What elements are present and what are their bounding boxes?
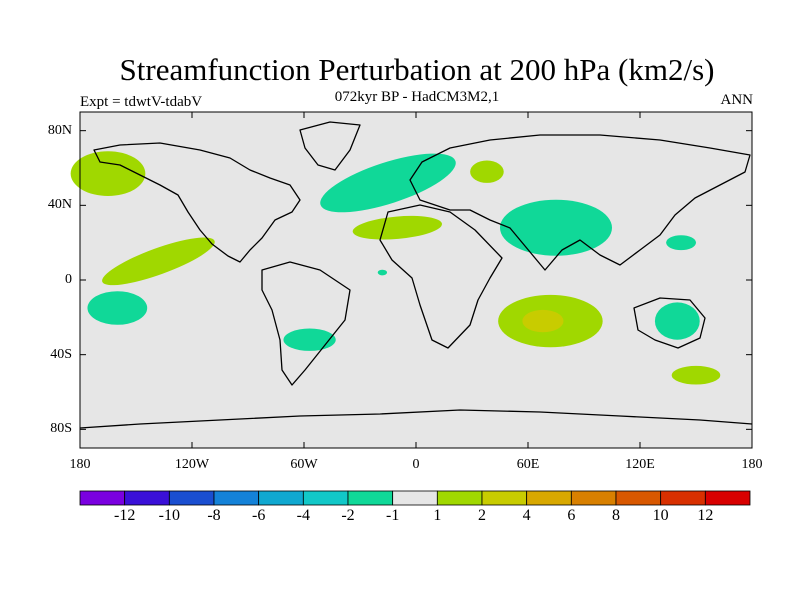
colorbar-label: -2 bbox=[341, 507, 355, 524]
colorbar-label: 6 bbox=[567, 507, 576, 524]
colorbar-box bbox=[168, 490, 215, 506]
model-label: 072kyr BP - HadCM3M2,1 bbox=[334, 89, 500, 105]
colorbar-box bbox=[660, 490, 706, 506]
x-tick-label: 120E bbox=[625, 457, 655, 472]
y-tick-label: 0 bbox=[65, 272, 72, 287]
x-tick-label: 120W bbox=[174, 457, 210, 472]
colorbar-box bbox=[481, 490, 528, 506]
x-axis-ticks bbox=[79, 112, 753, 448]
colorbar-box bbox=[392, 490, 438, 506]
y-tick-label: 40N bbox=[47, 197, 72, 213]
colorbar-label: 1 bbox=[433, 507, 442, 524]
x-tick-label: 180 bbox=[741, 457, 763, 472]
region-n-pacific-east bbox=[70, 151, 146, 197]
colorbar-box bbox=[79, 490, 126, 506]
region-australia bbox=[654, 302, 700, 340]
region-w-pacific bbox=[666, 235, 696, 251]
colorbar bbox=[79, 490, 751, 506]
region-scandinavia bbox=[470, 160, 504, 183]
region-s-indian-ocean-core bbox=[522, 309, 564, 333]
region-s-pacific-west bbox=[671, 365, 721, 385]
coastline-north-america bbox=[93, 142, 301, 263]
colorbar-box bbox=[436, 490, 483, 506]
x-tick-label: 60W bbox=[290, 457, 318, 472]
colorbar-box bbox=[258, 490, 304, 506]
y-tick-label: 40S bbox=[50, 346, 72, 362]
region-trop-pacific-north bbox=[102, 237, 215, 286]
region-south-asia bbox=[500, 199, 612, 256]
colorbar-label: -1 bbox=[385, 507, 400, 524]
chart-title: Streamfunction Perturbation at 200 hPa (… bbox=[119, 52, 715, 87]
colorbar-box bbox=[704, 490, 751, 506]
colorbar-box bbox=[570, 490, 617, 506]
colorbar-label: -4 bbox=[296, 507, 310, 524]
colorbar-label: 12 bbox=[697, 507, 714, 524]
colorbar-label: -6 bbox=[251, 507, 266, 524]
colorbar-box bbox=[213, 490, 260, 506]
x-tick-label: 0 bbox=[412, 457, 420, 472]
region-south-america bbox=[283, 328, 336, 351]
experiment-label: Expt = tdwtV-tdabV bbox=[80, 94, 203, 110]
x-tick-label: 60E bbox=[516, 457, 540, 472]
coastline-africa bbox=[379, 204, 503, 349]
region-trop-pacific-south bbox=[87, 291, 148, 325]
coastlines bbox=[79, 121, 753, 429]
colorbar-box bbox=[124, 490, 170, 506]
region-trop-atlantic bbox=[352, 215, 442, 240]
anomaly-regions bbox=[70, 151, 721, 385]
coastline-antarctica bbox=[79, 409, 753, 429]
colorbar-box bbox=[615, 490, 662, 506]
colorbar-label: 8 bbox=[612, 507, 620, 524]
colorbar-label: 4 bbox=[522, 507, 531, 524]
y-tick-label: 80S bbox=[50, 421, 72, 437]
region-n-atlantic bbox=[320, 153, 456, 213]
coastline-eurasia bbox=[409, 134, 751, 271]
x-tick-label: 180 bbox=[69, 457, 91, 472]
region-w-africa-small bbox=[377, 269, 388, 276]
colorbar-label: 10 bbox=[652, 507, 669, 524]
coastline-greenland bbox=[299, 121, 361, 171]
colorbar-label: 2 bbox=[478, 507, 486, 524]
colorbar-box bbox=[302, 490, 349, 506]
y-axis-ticks bbox=[80, 130, 752, 430]
colorbar-box bbox=[526, 490, 572, 506]
coastline-australia bbox=[633, 297, 706, 349]
colorbar-label: -8 bbox=[207, 507, 221, 524]
colorbar-box bbox=[347, 490, 394, 506]
colorbar-label: -12 bbox=[113, 507, 136, 524]
colorbar-label: -10 bbox=[158, 507, 180, 524]
season-label: ANN bbox=[720, 92, 754, 108]
y-tick-label: 80N bbox=[47, 122, 72, 138]
coastline-south-america bbox=[261, 261, 351, 386]
